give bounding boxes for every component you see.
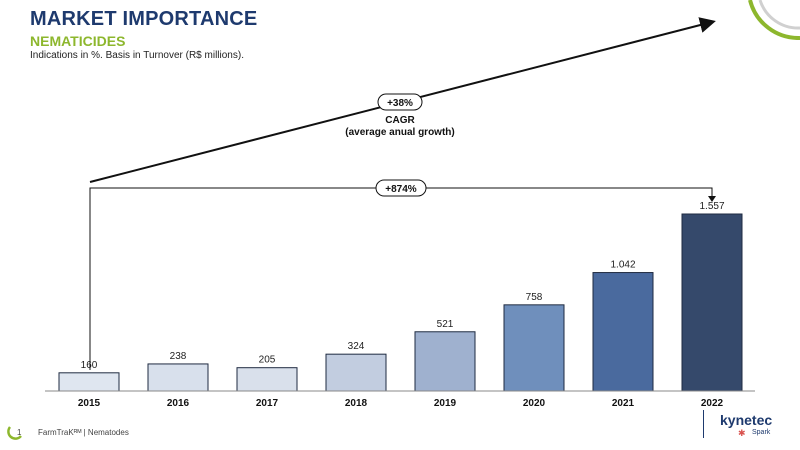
value-label-2020: 758 <box>526 292 543 303</box>
bar-2021 <box>592 272 654 392</box>
value-label-2015: 160 <box>81 360 98 371</box>
growth-bracket-arrowhead <box>708 196 716 202</box>
total-badge-frame <box>375 179 427 197</box>
brand-swirl-icon <box>7 426 22 440</box>
cagr-badge: +38% <box>387 98 413 109</box>
chart-description: Indications in %. Basis in Turnover (R$ … <box>30 50 244 61</box>
x-tick-label-2017: 2017 <box>256 398 279 409</box>
value-label-2021: 1.042 <box>610 260 635 271</box>
x-tick-label-2020: 2020 <box>523 398 546 409</box>
value-label-2016: 238 <box>170 351 187 362</box>
cagr-sublabel: (average anual growth) <box>345 127 454 138</box>
page-number: 1 <box>17 428 22 437</box>
footer-divider <box>703 410 704 438</box>
value-label-2019: 521 <box>437 319 454 330</box>
brand-sub-text: Spark <box>752 429 771 436</box>
bar-2019 <box>414 331 476 392</box>
corner-decoration <box>748 0 800 40</box>
spark-star-icon: ✱ <box>738 428 746 438</box>
bar-2020 <box>503 304 565 392</box>
x-tick-label-2016: 2016 <box>167 398 190 409</box>
page-title: MARKET IMPORTANCE <box>30 8 258 30</box>
footer-source: FarmTraKᴿᴹ | Nematodes <box>38 428 129 437</box>
page-subtitle: NEMATICIDES <box>30 33 126 49</box>
bar-2016 <box>147 363 209 392</box>
brand-logo-text: kynetec <box>720 412 773 428</box>
value-label-2018: 324 <box>348 341 365 352</box>
x-tick-label-2022: 2022 <box>701 398 724 409</box>
x-tick-label-2018: 2018 <box>345 398 368 409</box>
value-label-2022: 1.557 <box>699 201 724 212</box>
bar-2018 <box>325 353 387 392</box>
cagr-label: CAGR <box>385 115 415 126</box>
x-tick-label-2019: 2019 <box>434 398 457 409</box>
value-label-2017: 205 <box>259 355 276 366</box>
bar-2015 <box>58 372 120 392</box>
total-badge: +874% <box>385 184 417 195</box>
x-tick-label-2015: 2015 <box>78 398 101 409</box>
cagr-badge-frame <box>377 93 423 111</box>
bar-2022 <box>681 213 743 392</box>
bar-2017 <box>236 367 298 392</box>
x-tick-label-2021: 2021 <box>612 398 635 409</box>
